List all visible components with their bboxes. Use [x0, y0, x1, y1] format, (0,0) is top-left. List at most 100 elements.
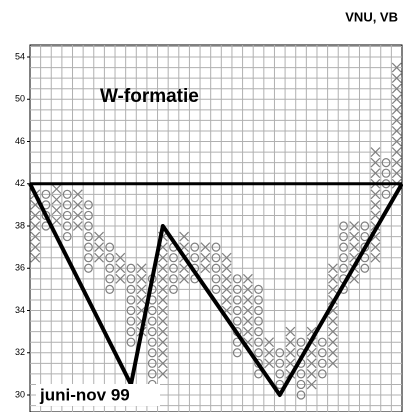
o-box [169, 263, 178, 273]
x-box [30, 242, 41, 253]
x-box [30, 210, 41, 221]
o-box [126, 284, 136, 294]
x-box [391, 104, 402, 115]
x-box [391, 62, 402, 73]
x-box [157, 326, 168, 337]
o-box [62, 231, 72, 242]
column [275, 348, 285, 390]
column [242, 273, 253, 348]
y-tick-label: 42 [15, 178, 25, 188]
o-box [211, 284, 221, 294]
y-tick-label: 36 [15, 263, 25, 273]
o-box [232, 316, 242, 326]
x-box [72, 189, 83, 200]
x-box [221, 263, 232, 274]
x-box [306, 368, 317, 379]
o-box [169, 253, 178, 263]
y-tick-label: 38 [15, 220, 25, 230]
column [62, 189, 72, 242]
o-box [317, 358, 327, 368]
overlay [28, 182, 403, 397]
o-box [84, 263, 93, 273]
annotation: W-formatie [100, 86, 199, 107]
column [211, 242, 221, 294]
y-tick-label: 34 [15, 305, 25, 315]
x-box [30, 221, 41, 231]
x-box [391, 157, 402, 168]
label-bg [36, 384, 160, 406]
o-box [275, 348, 285, 358]
o-box [232, 348, 242, 358]
o-box [232, 295, 242, 305]
x-box [242, 295, 253, 305]
o-box [147, 327, 157, 337]
o-box [126, 274, 136, 284]
o-box [254, 295, 263, 305]
x-box [328, 358, 338, 369]
o-box [147, 305, 157, 316]
x-box [306, 379, 317, 390]
x-box [328, 263, 338, 274]
o-box [147, 369, 157, 379]
o-box [275, 379, 285, 390]
o-box [211, 274, 221, 284]
column [72, 189, 83, 231]
x-box [51, 184, 62, 194]
o-box [232, 284, 242, 294]
x-box [349, 273, 360, 284]
o-box [254, 305, 263, 316]
x-box [264, 358, 275, 369]
column [285, 326, 296, 379]
o-box [126, 337, 136, 347]
y-tick-label: 54 [15, 51, 25, 61]
o-box [62, 200, 72, 210]
o-box [126, 316, 136, 326]
x-box [264, 347, 275, 358]
x-box [221, 295, 232, 305]
x-box [370, 252, 381, 263]
x-box [157, 347, 168, 358]
o-box [190, 253, 200, 263]
trend-line [28, 182, 403, 397]
x-box [200, 263, 211, 274]
o-box [211, 242, 221, 252]
x-box [285, 358, 296, 369]
x-box [370, 147, 381, 157]
o-box [232, 305, 242, 316]
y-tick-label: 30 [15, 389, 25, 399]
x-box [306, 358, 317, 369]
x-box [30, 252, 41, 263]
x-box [51, 215, 62, 226]
o-box [339, 263, 348, 273]
x-box [157, 358, 168, 369]
x-box [157, 295, 168, 305]
x-box [72, 221, 83, 231]
o-box [147, 316, 157, 326]
x-box [391, 126, 402, 136]
x-box [328, 347, 338, 358]
o-box [105, 274, 115, 284]
o-box [232, 274, 242, 284]
o-box [275, 358, 285, 368]
x-box [242, 284, 253, 295]
chart-title: VNU, VB [345, 9, 398, 24]
o-box [126, 295, 136, 305]
x-box [200, 242, 211, 253]
x-box [157, 368, 168, 379]
o-box [360, 231, 370, 242]
x-box [370, 157, 381, 168]
x-box [370, 210, 381, 221]
o-box [339, 221, 348, 231]
o-box [254, 369, 263, 379]
o-box [254, 348, 263, 358]
x-box [391, 73, 402, 84]
o-box [126, 305, 136, 316]
x-box [221, 252, 232, 263]
o-box [339, 231, 348, 242]
column [264, 337, 275, 369]
o-box [317, 348, 327, 358]
o-box [84, 242, 93, 252]
x-box [242, 326, 253, 337]
x-box [136, 263, 147, 274]
o-box [317, 369, 327, 379]
